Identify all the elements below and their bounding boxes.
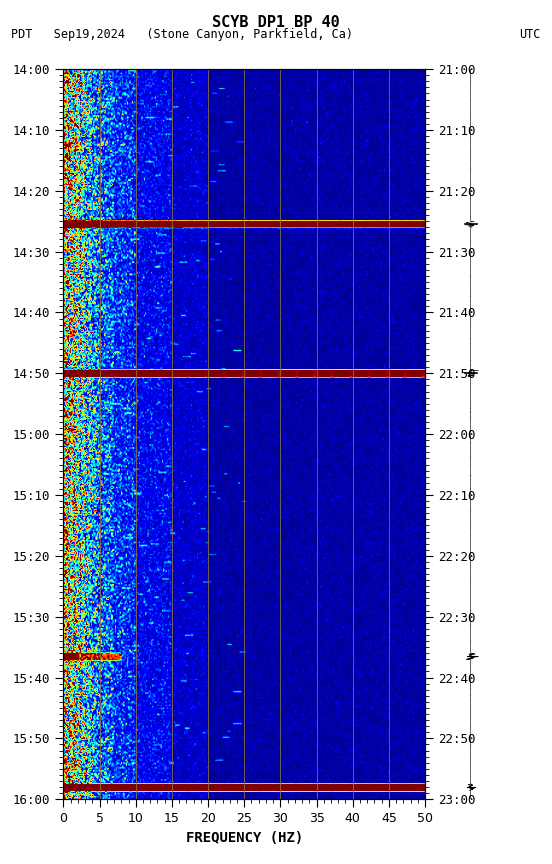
X-axis label: FREQUENCY (HZ): FREQUENCY (HZ) [185,831,303,845]
Text: UTC: UTC [519,28,541,41]
Text: SCYB DP1 BP 40: SCYB DP1 BP 40 [212,15,340,29]
Text: PDT   Sep19,2024   (Stone Canyon, Parkfield, Ca): PDT Sep19,2024 (Stone Canyon, Parkfield,… [11,28,353,41]
